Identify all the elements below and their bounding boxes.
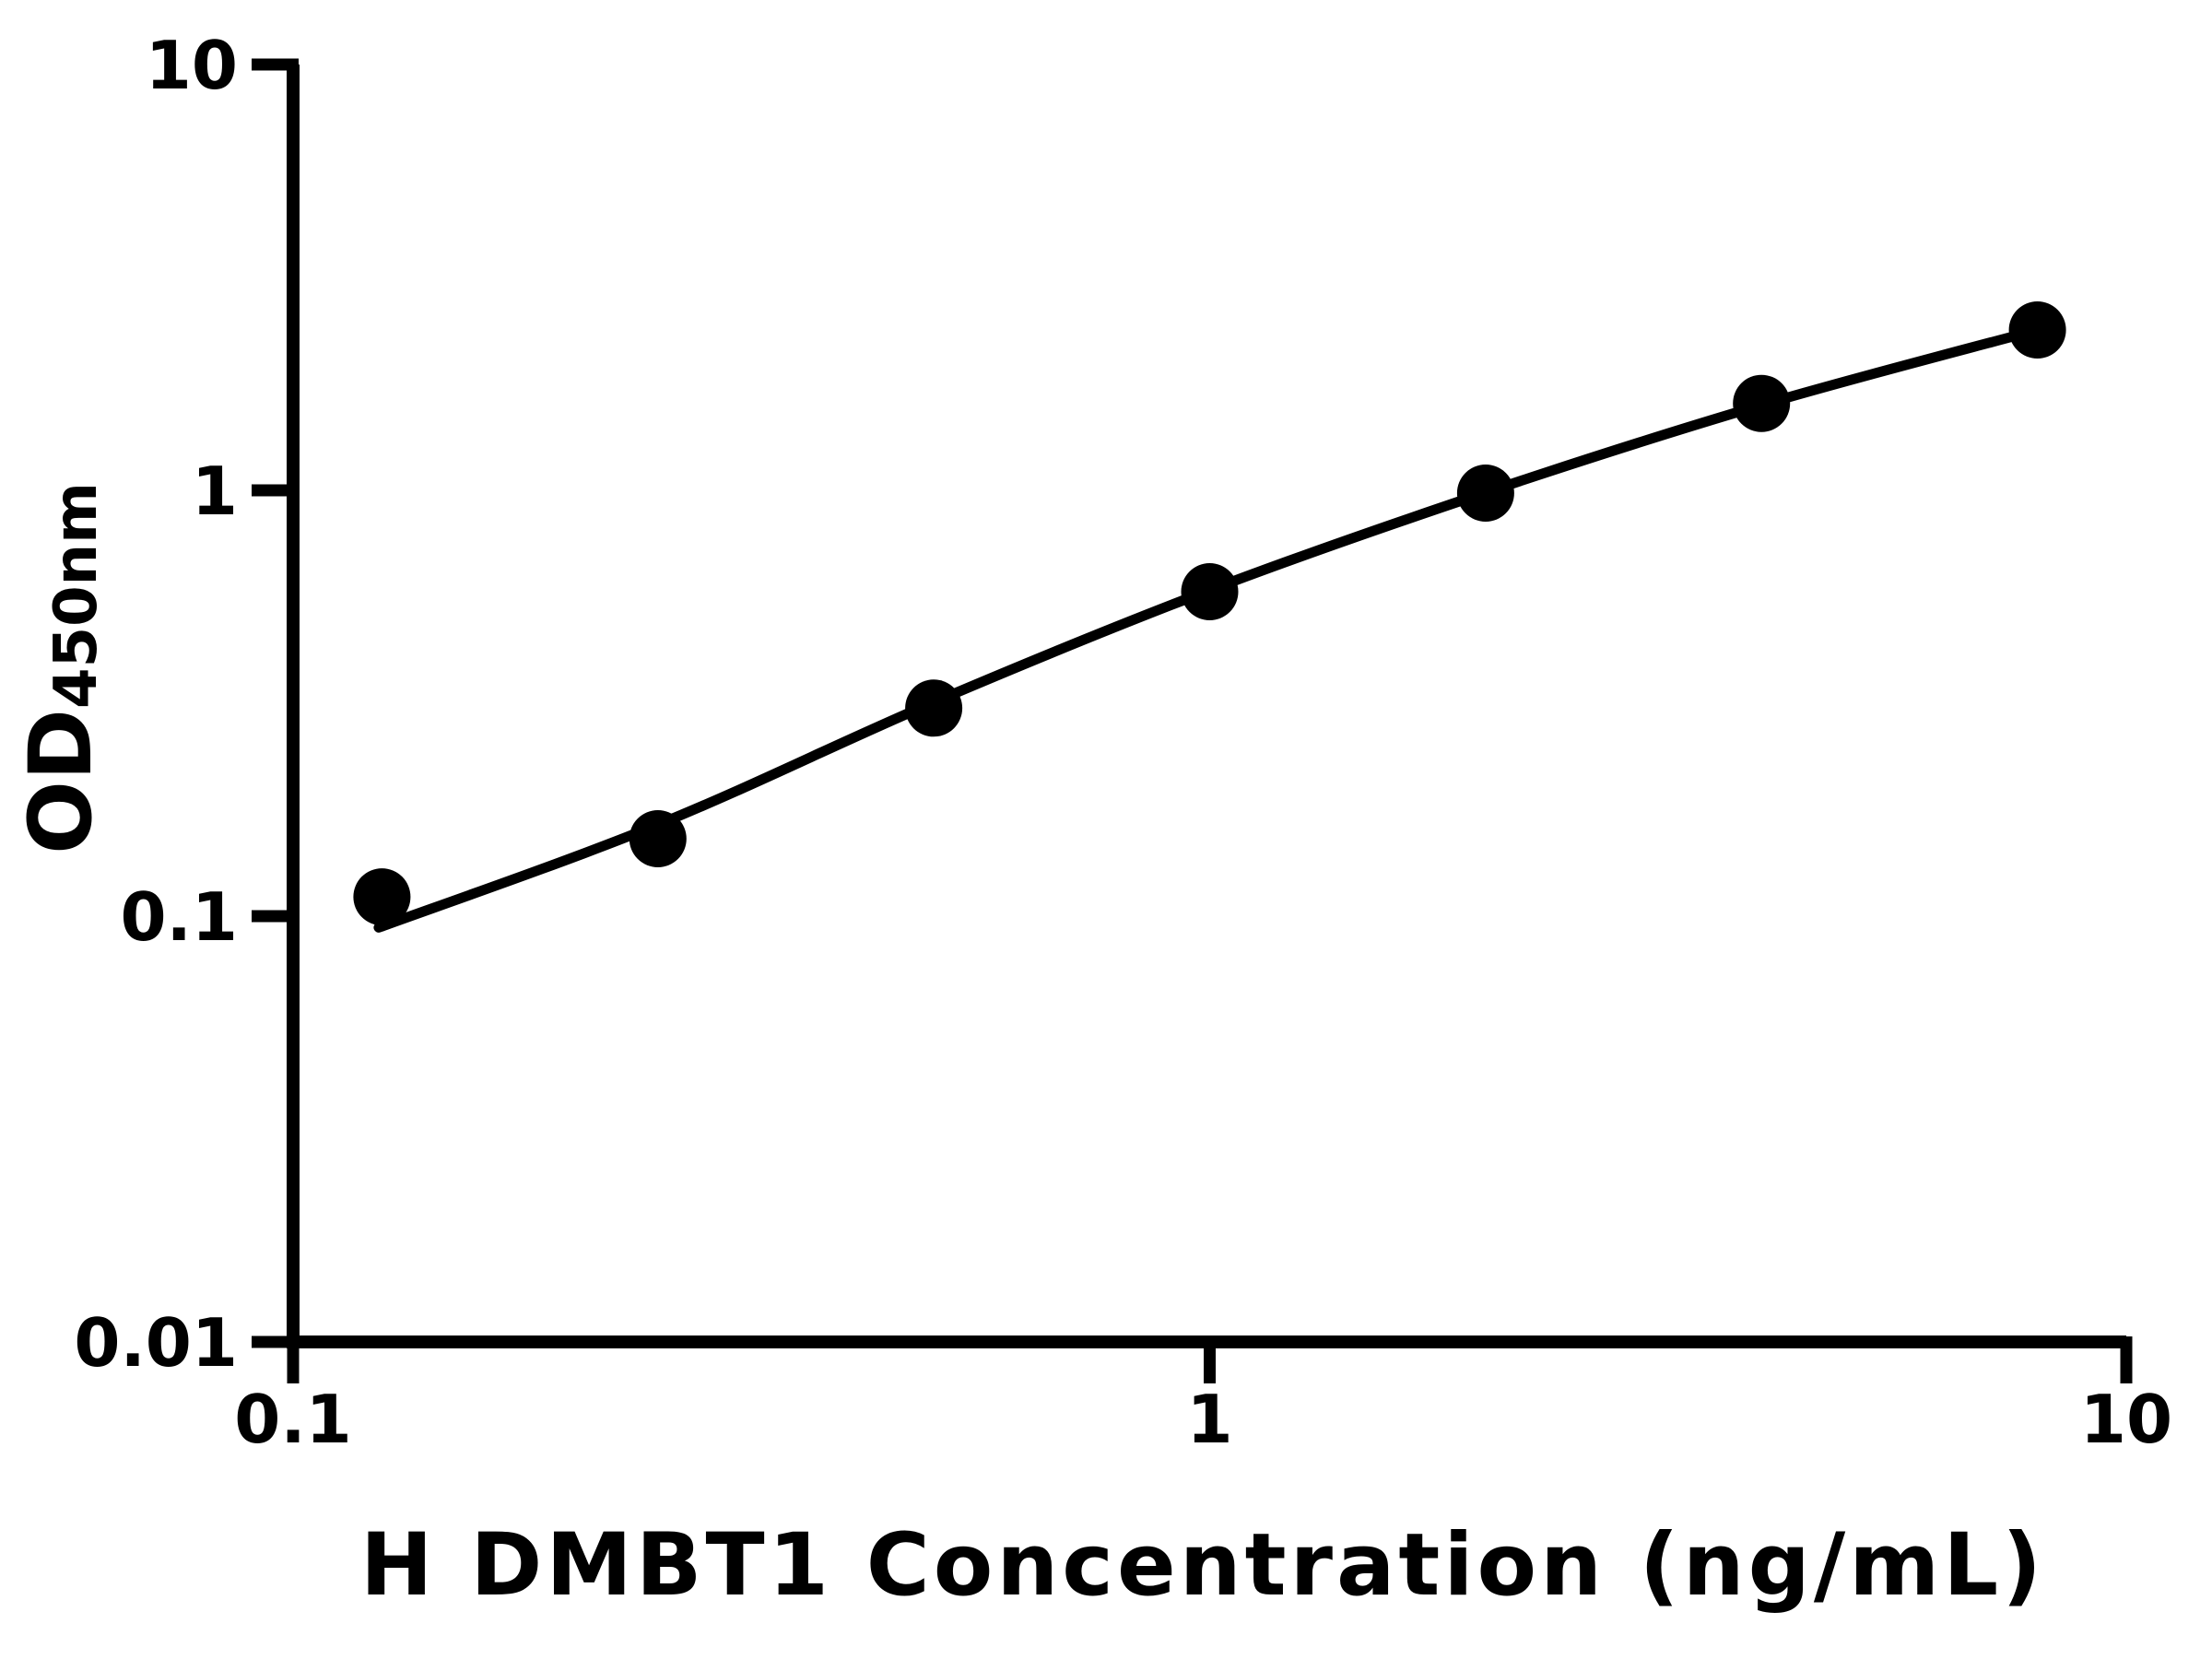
x-tick-label: 10 — [2080, 1381, 2172, 1458]
y-axis-title: OD450nm — [11, 482, 112, 854]
fit-curve — [373, 324, 2043, 933]
y-axis-title-subscript: 450nm — [42, 482, 111, 709]
x-tick-label: 1 — [1186, 1381, 1232, 1458]
y-tick-label: 0.1 — [120, 878, 238, 956]
data-points-layer — [353, 301, 2066, 926]
axes — [287, 65, 2126, 1348]
data-point — [2008, 301, 2066, 359]
y-tick-label: 10 — [146, 27, 238, 104]
y-axis-title-main: OD — [11, 709, 112, 854]
data-point — [1733, 374, 1791, 432]
tick-marks — [252, 58, 2133, 1383]
x-tick-label: 0.1 — [234, 1381, 352, 1458]
fit-curve-layer — [373, 324, 2043, 933]
data-point — [629, 810, 687, 867]
data-point — [353, 868, 411, 926]
x-axis-title: H DMBT1 Concentration (ng/mL) — [360, 1515, 2045, 1616]
data-point — [905, 679, 963, 737]
data-point — [1456, 465, 1514, 522]
y-tick-label: 0.01 — [74, 1304, 238, 1382]
data-point — [1181, 563, 1239, 620]
y-tick-label: 1 — [192, 453, 238, 530]
